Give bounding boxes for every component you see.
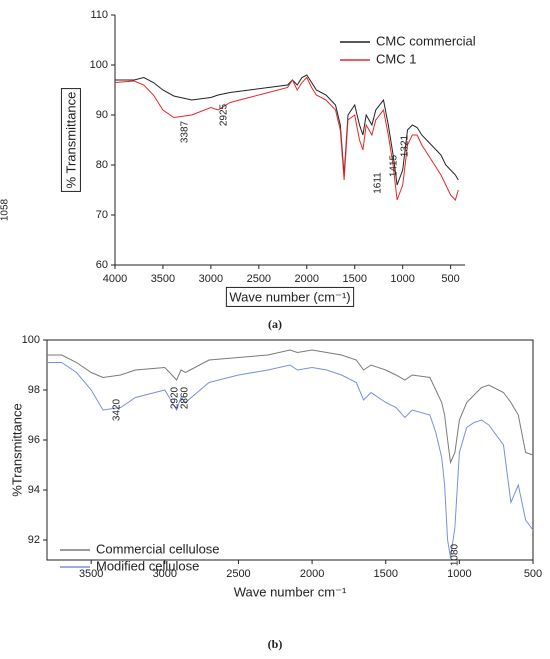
peak-annotation: 1058 xyxy=(0,198,11,221)
peak-annotation: 3420 xyxy=(112,398,123,421)
x-axis-label: Wave number (cm⁻¹) xyxy=(229,289,350,304)
y-tick-label: 90 xyxy=(96,109,108,121)
spectrum-line xyxy=(114,76,459,201)
y-tick-label: 100 xyxy=(22,334,40,346)
x-tick-label: 3000 xyxy=(153,568,177,580)
peak-annotation: 1611 xyxy=(373,172,384,194)
plot-frame xyxy=(46,339,534,561)
y-tick-label: 60 xyxy=(96,259,108,271)
legend-label: CMC 1 xyxy=(376,51,416,66)
spectrum-line xyxy=(47,349,534,465)
peak-annotation: 1080 xyxy=(450,543,461,566)
x-tick-label: 2500 xyxy=(247,273,271,285)
peak-annotation: 2925 xyxy=(219,103,230,126)
y-tick-label: 80 xyxy=(96,159,108,171)
x-tick-label: 4000 xyxy=(103,273,127,285)
legend-label: Modified cellulose xyxy=(96,558,199,573)
spectrum-line xyxy=(47,362,534,558)
y-tick-label: 98 xyxy=(28,384,40,396)
x-tick-label: 3500 xyxy=(79,568,103,580)
peak-annotation: 1321 xyxy=(400,134,411,157)
y-tick-label: 110 xyxy=(90,9,108,21)
x-tick-label: 3500 xyxy=(151,273,175,285)
x-tick-label: 500 xyxy=(441,273,459,285)
legend-label: Commercial cellulose xyxy=(96,541,220,556)
y-tick-label: 70 xyxy=(96,209,108,221)
x-tick-label: 2500 xyxy=(226,568,250,580)
y-tick-label: 100 xyxy=(90,59,108,71)
y-tick-label: 94 xyxy=(28,484,40,496)
figure-caption: (b) xyxy=(268,637,283,651)
y-tick-label: 96 xyxy=(28,434,40,446)
chart-panel: 92 94 96 98 100 3500 3000 2500 2000 1500 1000 500 Co… xyxy=(9,334,542,651)
x-tick-label: 1000 xyxy=(447,568,471,580)
x-tick-label: 1500 xyxy=(342,273,366,285)
peak-annotation: 2860 xyxy=(180,386,191,409)
peak-annotation: 3387 xyxy=(180,120,191,143)
peak-annotation: 2920 xyxy=(170,386,181,409)
peak-annotation: 1415 xyxy=(389,154,400,177)
y-axis-label: %Transmittance xyxy=(9,403,24,496)
x-axis-label: Wave number cm⁻¹ xyxy=(234,584,347,599)
label-box xyxy=(60,88,81,192)
x-tick-label: 3000 xyxy=(199,273,223,285)
y-tick-label: 92 xyxy=(28,534,40,546)
chart-panel: 60 70 80 90 100 110 4000 3500 3000 2500 2000 1500 10… xyxy=(0,9,476,331)
y-axis-label: % Transmittance xyxy=(63,92,78,189)
x-tick-label: 500 xyxy=(524,568,542,580)
label-box xyxy=(225,286,355,307)
x-tick-label: 2000 xyxy=(295,273,319,285)
figure-caption: (a) xyxy=(268,317,282,331)
legend-label: CMC commercial xyxy=(376,33,476,48)
x-tick-label: 1500 xyxy=(373,568,397,580)
x-tick-label: 1000 xyxy=(390,273,414,285)
spectrum-line xyxy=(115,74,459,186)
x-tick-label: 2000 xyxy=(300,568,324,580)
